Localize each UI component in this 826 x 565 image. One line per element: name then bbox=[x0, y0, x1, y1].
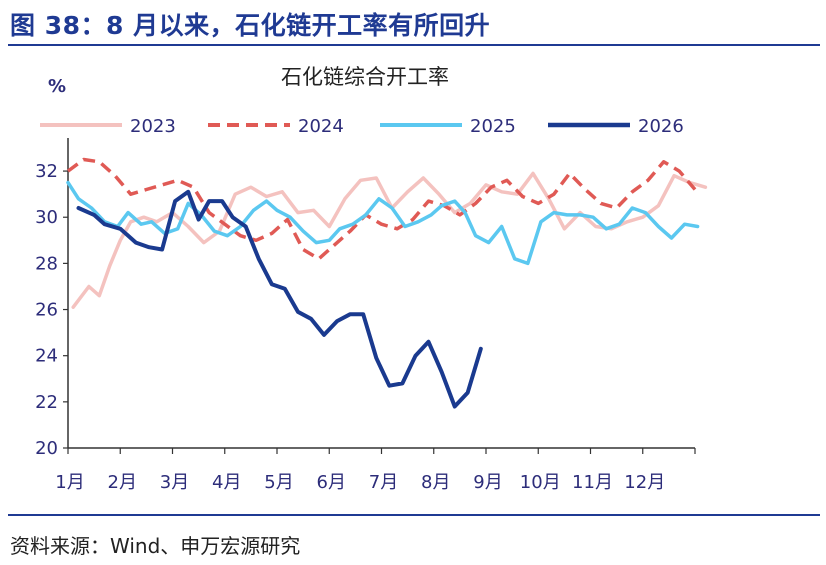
x-tick-label: 6月 bbox=[317, 472, 346, 493]
series-line-2024 bbox=[66, 157, 697, 261]
figure-title: 图 38：8 月以来，石化链开工率有所回升 bbox=[10, 11, 491, 40]
y-tick-label: 20 bbox=[35, 438, 58, 459]
x-tick-label: 12月 bbox=[624, 472, 665, 493]
x-tick-label: 8月 bbox=[421, 472, 450, 493]
line-chart: 石化链综合开工率 % 2023 2024 2025 2026 20 22 24 26 28 30… bbox=[35, 65, 708, 493]
source-note: 资料来源：Wind、申万宏源研究 bbox=[10, 534, 301, 558]
legend-label-2024: 2024 bbox=[298, 116, 344, 137]
legend-label-2026: 2026 bbox=[638, 116, 684, 137]
x-tick-label: 5月 bbox=[264, 472, 293, 493]
y-tick-label: 26 bbox=[35, 300, 58, 321]
x-tick-label: 10月 bbox=[520, 472, 561, 493]
series-layer bbox=[66, 157, 708, 409]
legend-label-2025: 2025 bbox=[470, 116, 516, 137]
legend: 2023 2024 2025 2026 bbox=[40, 116, 684, 137]
series-line-2023 bbox=[71, 171, 708, 309]
x-tick-label: 4月 bbox=[212, 472, 241, 493]
x-tick-label: 1月 bbox=[55, 472, 84, 493]
legend-label-2023: 2023 bbox=[130, 116, 176, 137]
y-tick-label: 24 bbox=[35, 346, 58, 367]
chart-title: 石化链综合开工率 bbox=[281, 65, 449, 89]
y-unit-label: % bbox=[48, 76, 66, 97]
y-tick-label: 22 bbox=[35, 392, 58, 413]
y-tick-label: 32 bbox=[35, 161, 58, 182]
series-line-2026 bbox=[76, 189, 483, 409]
x-tick-label: 2月 bbox=[108, 472, 137, 493]
x-tick-label: 9月 bbox=[473, 472, 502, 493]
title-divider bbox=[8, 44, 820, 46]
x-tick-label: 11月 bbox=[572, 472, 613, 493]
x-tick-label: 3月 bbox=[160, 472, 189, 493]
footer-divider bbox=[8, 514, 820, 516]
axes: 20 22 24 26 28 30 32 1月 2月 3月 4月 5月 6月 7月 8月 9月 10月 11月 12… bbox=[35, 138, 696, 493]
y-tick-label: 30 bbox=[35, 207, 58, 228]
series-line-2025 bbox=[66, 180, 700, 266]
y-tick-label: 28 bbox=[35, 253, 58, 274]
x-tick-label: 7月 bbox=[369, 472, 398, 493]
